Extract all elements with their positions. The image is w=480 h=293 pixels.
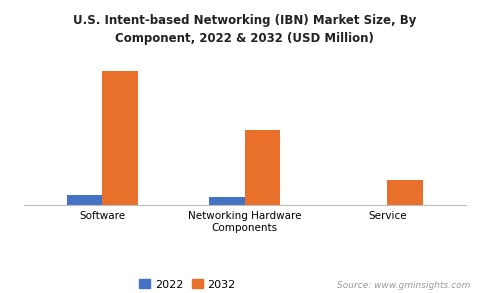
Bar <box>209 197 245 205</box>
Legend: 2022, 2032: 2022, 2032 <box>134 275 240 293</box>
Text: Source: www.gminsights.com: Source: www.gminsights.com <box>337 281 470 290</box>
Bar <box>67 195 102 205</box>
Bar <box>245 130 280 205</box>
Title: U.S. Intent-based Networking (IBN) Market Size, By
Component, 2022 & 2032 (USD M: U.S. Intent-based Networking (IBN) Marke… <box>73 14 417 45</box>
Bar <box>102 71 138 205</box>
Bar <box>387 180 423 205</box>
